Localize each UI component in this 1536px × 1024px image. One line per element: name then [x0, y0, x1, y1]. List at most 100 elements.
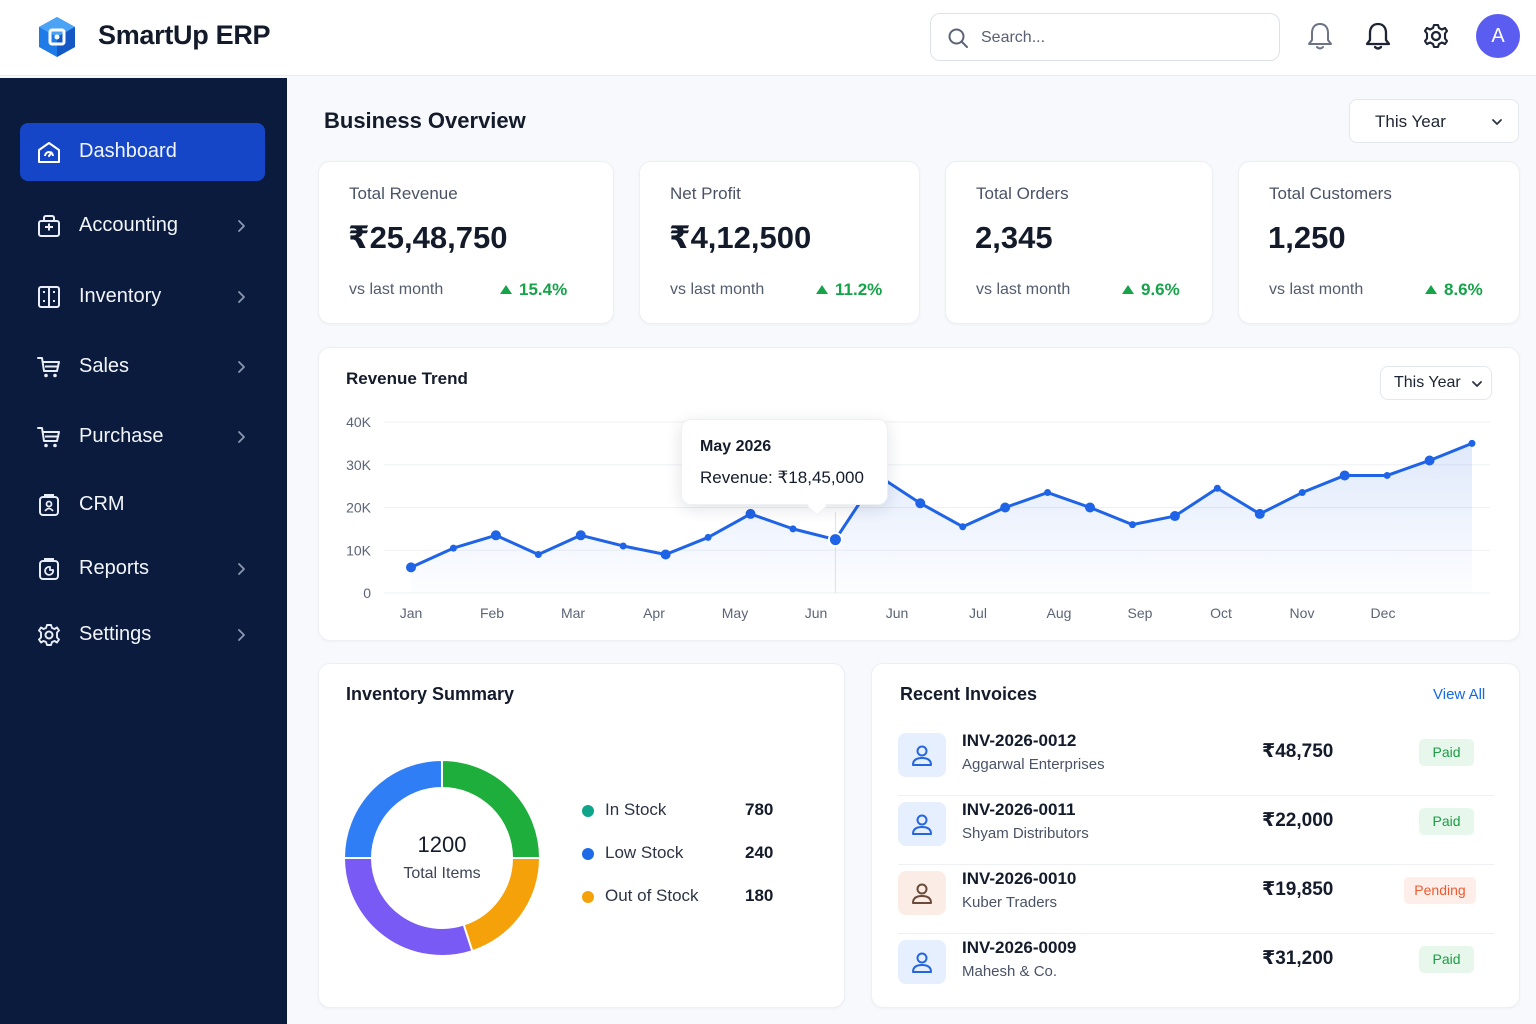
bell-outline-icon[interactable]	[1306, 20, 1334, 52]
invoice-amount: ₹48,750	[1262, 741, 1334, 762]
invoice-customer: Kuber Traders	[962, 894, 1058, 911]
legend-item-in-stock: In Stock 780	[580, 798, 780, 824]
customer-avatar	[898, 940, 946, 984]
invoice-customer: Aggarwal Enterprises	[962, 756, 1105, 773]
chart-tooltip: May 2026 Revenue: ₹18,45,000	[681, 419, 888, 516]
kpi-value: ₹4,12,500	[669, 220, 812, 255]
kpi-card-profit[interactable]: Net Profit ₹4,12,500 vs last month 11.2%	[639, 161, 920, 324]
revenue-trend-title: Revenue Trend	[346, 369, 468, 388]
sidebar-item-label: Purchase	[79, 425, 164, 447]
inventory-summary-title: Inventory Summary	[346, 684, 515, 704]
user-icon	[912, 883, 932, 904]
period-select[interactable]: This Year	[1349, 99, 1519, 143]
cart-icon	[37, 427, 60, 448]
sidebar-item-label: Inventory	[79, 285, 162, 307]
sidebar-item-purchase[interactable]: Purchase	[20, 408, 265, 466]
legend-dot	[582, 891, 594, 903]
period-select-value: This Year	[1375, 112, 1446, 131]
revenue-period-select[interactable]: This Year	[1380, 366, 1492, 400]
search-box[interactable]	[930, 13, 1280, 61]
kpi-card-customers[interactable]: Total Customers 1,250 vs last month 8.6%	[1238, 161, 1520, 324]
arrow-up-icon	[500, 285, 512, 294]
chevron-right-icon	[238, 291, 245, 303]
chevron-right-icon	[238, 361, 245, 373]
user-icon	[912, 745, 932, 766]
kpi-change: 8.6%	[1425, 280, 1483, 300]
customer-avatar	[898, 733, 946, 777]
accounting-icon	[38, 215, 60, 237]
kpi-comparison-label: vs last month	[670, 281, 765, 298]
view-all-link[interactable]: View All	[1433, 686, 1486, 703]
legend-item-low-stock: Low Stock 240	[580, 841, 780, 867]
kpi-card-revenue[interactable]: Total Revenue ₹25,48,750 vs last month 1…	[318, 161, 614, 324]
invoice-row[interactable]: INV-2026-0012 Aggarwal Enterprises ₹48,7…	[898, 727, 1494, 796]
kpi-label: Total Customers	[1269, 184, 1392, 203]
kpi-card-orders[interactable]: Total Orders 2,345 vs last month 9.6%	[945, 161, 1213, 324]
legend-dot	[582, 848, 594, 860]
invoice-row[interactable]: INV-2026-0010 Kuber Traders ₹19,850 Pend…	[898, 865, 1494, 934]
sidebar-item-label: CRM	[79, 493, 125, 515]
arrow-up-icon	[816, 285, 828, 294]
crm-icon	[39, 494, 59, 516]
gear-icon[interactable]	[1422, 20, 1450, 52]
invoice-row[interactable]: INV-2026-0011 Shyam Distributors ₹22,000…	[898, 796, 1494, 865]
tooltip-value: Revenue: ₹18,45,000	[700, 468, 864, 487]
legend-label: Out of Stock	[605, 886, 699, 905]
dashboard-icon	[38, 142, 60, 163]
invoice-id: INV-2026-0009	[962, 938, 1077, 957]
kpi-comparison-label: vs last month	[349, 281, 444, 298]
cart-icon	[37, 357, 60, 378]
sidebar-item-dashboard[interactable]: Dashboard	[20, 123, 265, 181]
user-avatar[interactable]: A	[1476, 14, 1520, 58]
invoice-id: INV-2026-0011	[962, 800, 1076, 819]
revenue-trend-card	[318, 347, 1520, 641]
status-badge: Pending	[1404, 877, 1476, 904]
kpi-change: 9.6%	[1122, 280, 1180, 300]
arrow-up-icon	[1122, 285, 1134, 294]
sidebar-item-label: Reports	[79, 557, 150, 579]
app-logo-icon[interactable]	[36, 15, 78, 59]
recent-invoices-title: Recent Invoices	[900, 684, 1038, 704]
invoice-id: INV-2026-0012	[962, 731, 1077, 750]
sidebar-item-settings[interactable]: Settings	[20, 606, 265, 664]
status-badge: Paid	[1419, 808, 1474, 835]
sidebar-item-label: Dashboard	[79, 140, 177, 162]
sidebar-item-reports[interactable]: Reports	[20, 540, 265, 598]
legend-label: Low Stock	[605, 843, 684, 862]
kpi-value: 2,345	[975, 220, 1053, 255]
chevron-right-icon	[238, 563, 245, 575]
kpi-label: Total Revenue	[349, 184, 458, 203]
tooltip-title: May 2026	[700, 438, 772, 455]
sidebar-item-crm[interactable]: CRM	[20, 476, 265, 534]
donut-total-label: Total Items	[403, 865, 481, 882]
sidebar-item-inventory[interactable]: Inventory	[20, 268, 265, 326]
kpi-label: Net Profit	[670, 184, 741, 203]
kpi-comparison-label: vs last month	[1269, 281, 1364, 298]
revenue-period-value: This Year	[1394, 374, 1461, 391]
legend-value: 240	[745, 843, 774, 862]
legend-value: 180	[745, 886, 774, 905]
sidebar-item-label: Accounting	[79, 214, 178, 236]
gear-icon	[38, 624, 60, 646]
sidebar-item-sales[interactable]: Sales	[20, 338, 265, 396]
top-bar: SmartUp ERP A	[0, 0, 1536, 76]
legend-value: 780	[745, 800, 774, 819]
sidebar-item-label: Settings	[79, 623, 152, 645]
sidebar-item-accounting[interactable]: Accounting	[20, 197, 265, 255]
kpi-change-value: 11.2%	[835, 280, 883, 299]
status-badge: Paid	[1419, 739, 1474, 766]
invoice-customer: Shyam Distributors	[962, 825, 1089, 842]
recent-invoices-card	[871, 663, 1520, 1008]
kpi-change: 11.2%	[816, 280, 882, 300]
chevron-right-icon	[238, 431, 245, 443]
invoice-customer: Mahesh & Co.	[962, 963, 1058, 980]
bell-icon[interactable]	[1364, 20, 1392, 52]
chevron-right-icon	[238, 220, 245, 232]
kpi-value: 1,250	[1268, 220, 1346, 255]
customer-avatar	[898, 871, 946, 915]
search-input[interactable]	[981, 24, 1261, 52]
invoice-amount: ₹31,200	[1262, 948, 1334, 969]
invoice-row[interactable]: INV-2026-0009 Mahesh & Co. ₹31,200 Paid	[898, 934, 1494, 1003]
chevron-right-icon	[238, 629, 245, 641]
customer-avatar	[898, 802, 946, 846]
